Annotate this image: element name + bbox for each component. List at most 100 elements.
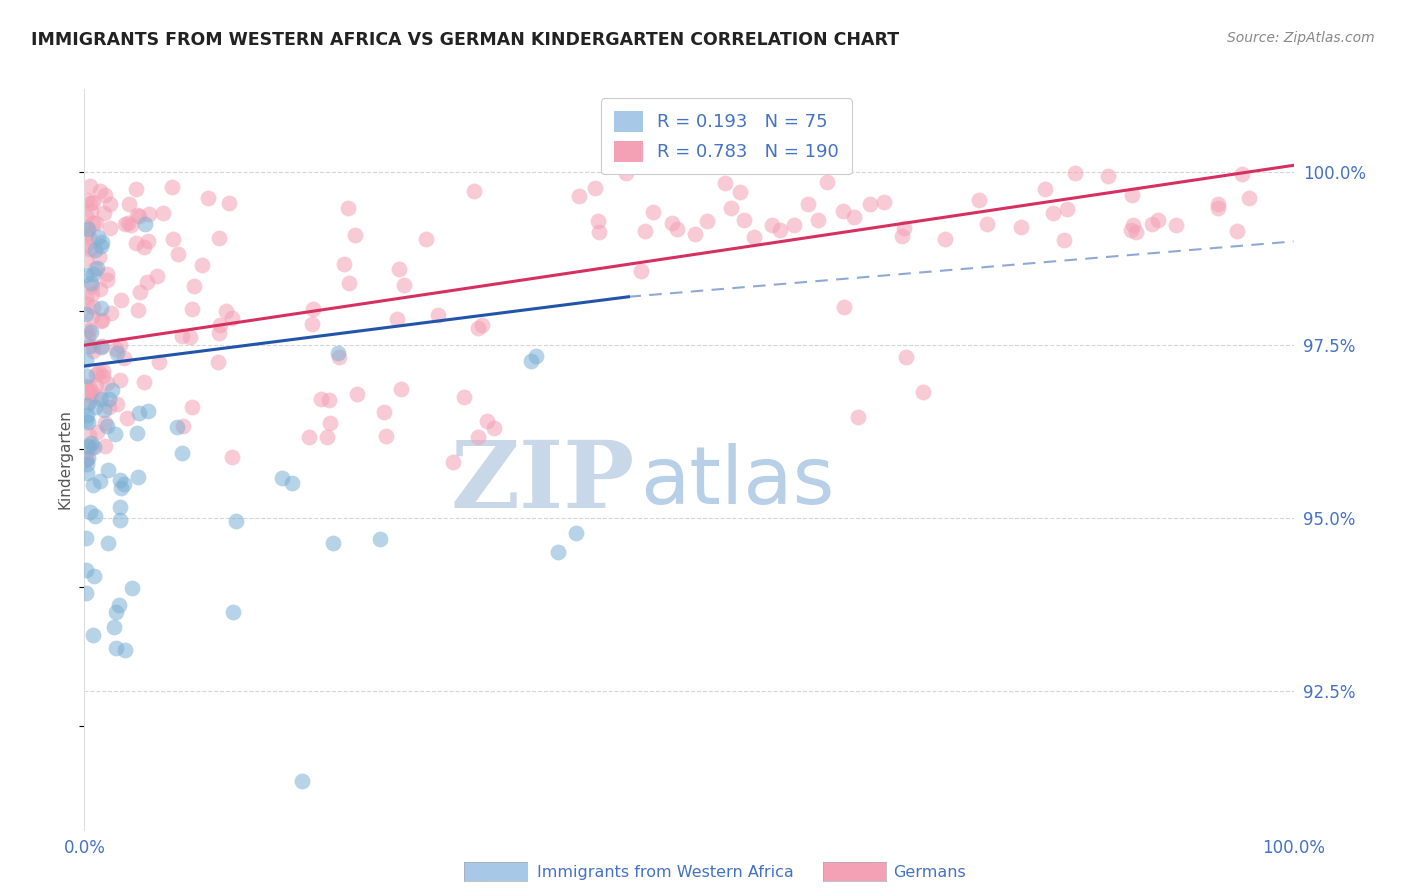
Point (1064, 166, 1087, 180)
Point (115, 411, 138, 425)
Point (208, 326, 231, 341)
Point (82, 339, 104, 353)
Point (208, 231, 231, 245)
Point (343, 227, 366, 242)
Point (77, 440, 100, 454)
Point (415, 232, 437, 246)
Point (568, 189, 591, 203)
Point (132, 240, 155, 254)
Point (75, 451, 97, 466)
Point (328, 350, 350, 364)
Point (302, 301, 325, 316)
Point (720, 201, 742, 215)
Point (108, 598, 131, 612)
Point (128, 285, 150, 299)
Point (82, 216, 104, 230)
Point (728, 185, 751, 199)
Point (564, 525, 586, 540)
Point (326, 346, 349, 360)
Point (98, 400, 121, 414)
Point (75, 209, 97, 223)
Point (80, 279, 103, 293)
Point (148, 354, 170, 368)
Point (89, 365, 111, 379)
Point (84, 508, 107, 523)
Point (98, 196, 121, 211)
Point (75, 289, 97, 303)
Point (179, 330, 201, 344)
Point (80, 384, 103, 398)
Point (665, 222, 688, 236)
Point (97, 392, 120, 407)
Text: atlas: atlas (641, 442, 835, 521)
Point (761, 218, 783, 232)
Point (190, 258, 212, 272)
Point (467, 430, 489, 444)
Point (145, 269, 167, 284)
Point (859, 197, 882, 211)
Point (181, 301, 204, 316)
Point (114, 351, 136, 366)
Text: Source: ZipAtlas.com: Source: ZipAtlas.com (1227, 31, 1375, 45)
Point (614, 166, 637, 180)
Point (207, 355, 229, 369)
Point (733, 213, 755, 227)
Point (120, 218, 142, 232)
Point (337, 276, 360, 290)
Point (831, 204, 853, 219)
Point (744, 229, 766, 244)
Text: Germans: Germans (893, 865, 966, 880)
Point (96, 376, 118, 390)
Point (1230, 167, 1253, 181)
Point (588, 225, 610, 239)
Point (208, 318, 231, 332)
Point (105, 342, 128, 356)
Point (75, 586, 97, 600)
Point (134, 375, 156, 389)
Point (75, 531, 97, 545)
Point (630, 263, 652, 277)
Point (86, 261, 108, 276)
Point (197, 191, 219, 205)
Point (661, 216, 683, 230)
Point (114, 642, 136, 657)
Point (318, 393, 340, 408)
Point (83, 569, 105, 583)
Point (112, 477, 135, 491)
Point (91, 339, 114, 353)
Point (183, 279, 205, 293)
Point (96, 418, 118, 433)
Point (222, 605, 245, 619)
Point (96, 273, 118, 287)
Point (125, 182, 148, 196)
Point (333, 257, 356, 271)
Point (976, 217, 998, 231)
Point (79, 204, 101, 219)
Point (76, 297, 98, 311)
Point (309, 392, 332, 407)
Point (75, 219, 97, 233)
Point (315, 430, 337, 444)
Point (77, 222, 100, 236)
Point (76, 368, 98, 383)
Point (172, 419, 194, 434)
Point (75, 563, 97, 577)
Point (98, 221, 121, 235)
Point (166, 420, 188, 434)
Point (82, 287, 104, 301)
Point (815, 175, 838, 189)
Point (1042, 206, 1064, 220)
Point (769, 223, 792, 237)
Point (76, 193, 98, 207)
Point (79, 505, 101, 519)
Point (346, 387, 368, 401)
Point (214, 303, 236, 318)
Point (170, 446, 193, 460)
Point (519, 354, 541, 368)
Point (807, 213, 830, 227)
Point (643, 205, 665, 219)
Point (1056, 202, 1078, 217)
Point (104, 605, 127, 619)
Point (91, 313, 114, 327)
Point (135, 275, 157, 289)
